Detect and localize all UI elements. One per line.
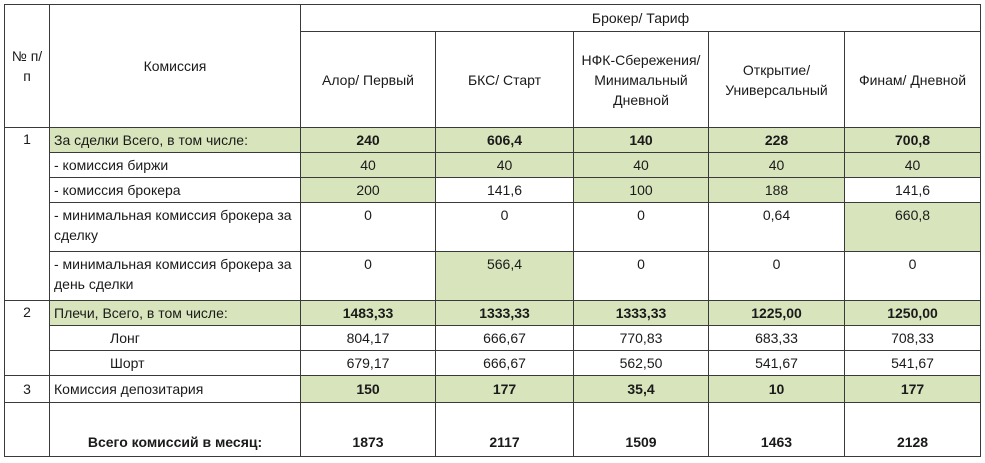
total-row: Всего комиссий в месяц: 1873 2117 1509 1… [4,402,982,457]
broker-header-nfk: НФК-Сбережения/ Минимальный Дневной [573,31,709,128]
broker-header-alor: Алор/ Первый [300,31,436,128]
cell-value: 1333,33 [435,300,574,326]
cell-value: 666,67 [435,325,574,351]
total-value: 2128 [843,402,982,457]
row-number: 2 [4,300,50,376]
total-empty-cell [4,402,50,457]
total-label: Всего комиссий в месяц: [49,402,301,457]
total-value: 2117 [435,402,574,457]
cell-value: 177 [435,375,574,403]
cell-value: 606,4 [435,127,574,153]
cell-value: 141,6 [843,177,982,203]
broker-header-otkrytie: Открытие/ Универсальный [708,31,845,128]
cell-value: 700,8 [843,127,982,153]
cell-value: 240 [300,127,436,153]
cell-value: 1333,33 [573,300,709,326]
row-label: За сделки Всего, в том числе: [49,127,301,153]
total-value: 1463 [708,402,845,457]
table-row: 1 За сделки Всего, в том числе: 240 606,… [4,127,982,301]
cell-value: 1250,00 [843,300,982,326]
num-header: № п/п [4,4,50,128]
broker-tariff-header: Брокер/ Тариф [299,4,982,32]
cell-value: 708,33 [843,325,982,351]
cell-value: 40 [435,152,574,178]
cell-value: 679,17 [300,350,436,376]
cell-value: 140 [573,127,709,153]
table-row: Лонг 804,17 666,67 770,83 683,33 708,33 [5,325,982,351]
row-label: - минимальная комиссия брокера за день с… [49,251,301,301]
cell-value: 562,50 [573,350,709,376]
table-row: 2 Плечи, Всего, в том числе: 1483,33 133… [4,300,982,376]
cell-value: 0 [573,202,709,252]
cell-value: 10 [708,375,845,403]
cell-value: 141,6 [435,177,574,203]
cell-value: 40 [573,152,709,178]
table-row: - комиссия брокера 200 141,6 100 188 141… [5,177,982,203]
broker-header-finam: Финам/ Дневной [843,31,982,128]
cell-value: 683,33 [708,325,845,351]
cell-value: 770,83 [573,325,709,351]
cell-value: 0 [300,251,436,301]
table-row: - минимальная комиссия брокера за день с… [5,251,982,301]
commission-header: Комиссия [49,4,301,128]
total-value: 1873 [300,402,436,457]
cell-value: 35,4 [573,375,709,403]
cell-value: 188 [708,177,845,203]
row-label: Комиссия депозитария [49,375,301,403]
cell-value: 541,67 [708,350,845,376]
cell-value: 0 [843,251,982,301]
broker-header-bks: БКС/ Старт [435,31,574,128]
table-row: Шорт 679,17 666,67 562,50 541,67 541,67 [5,350,982,376]
cell-value: 177 [843,375,982,403]
row-number: 3 [4,375,50,403]
cell-value: 0 [300,202,436,252]
cell-value: 804,17 [300,325,436,351]
cell-value: 40 [843,152,982,178]
row-label: - комиссия брокера [49,177,301,203]
cell-value: 1483,33 [300,300,436,326]
cell-value: 100 [573,177,709,203]
total-value: 1509 [573,402,709,457]
cell-value: 0,64 [708,202,845,252]
cell-value: 150 [300,375,436,403]
table-row: 3 Комиссия депозитария 150 177 35,4 10 1… [4,375,982,403]
cell-value: 541,67 [843,350,982,376]
row-label: Шорт [49,350,301,376]
cell-value: 40 [300,152,436,178]
row-number: 1 [4,127,50,301]
cell-value: 666,67 [435,350,574,376]
cell-value: 1225,00 [708,300,845,326]
row-label: - комиссия биржи [49,152,301,178]
row-label: Плечи, Всего, в том числе: [49,300,301,326]
cell-value: 228 [708,127,845,153]
cell-value: 200 [300,177,436,203]
cell-value: 0 [435,202,574,252]
cell-value: 40 [708,152,845,178]
cell-value: 0 [573,251,709,301]
cell-value: 660,8 [843,202,982,252]
commission-table: № п/п Комиссия Брокер/ Тариф Алор/ Первы… [4,4,982,457]
table-row: - минимальная комиссия брокера за сделку… [5,202,982,252]
cell-value: 566,4 [435,251,574,301]
table-row: - комиссия биржи 40 40 40 40 40 [5,152,982,178]
row-label: Лонг [49,325,301,351]
row-label: - минимальная комиссия брокера за сделку [49,202,301,252]
cell-value: 0 [708,251,845,301]
